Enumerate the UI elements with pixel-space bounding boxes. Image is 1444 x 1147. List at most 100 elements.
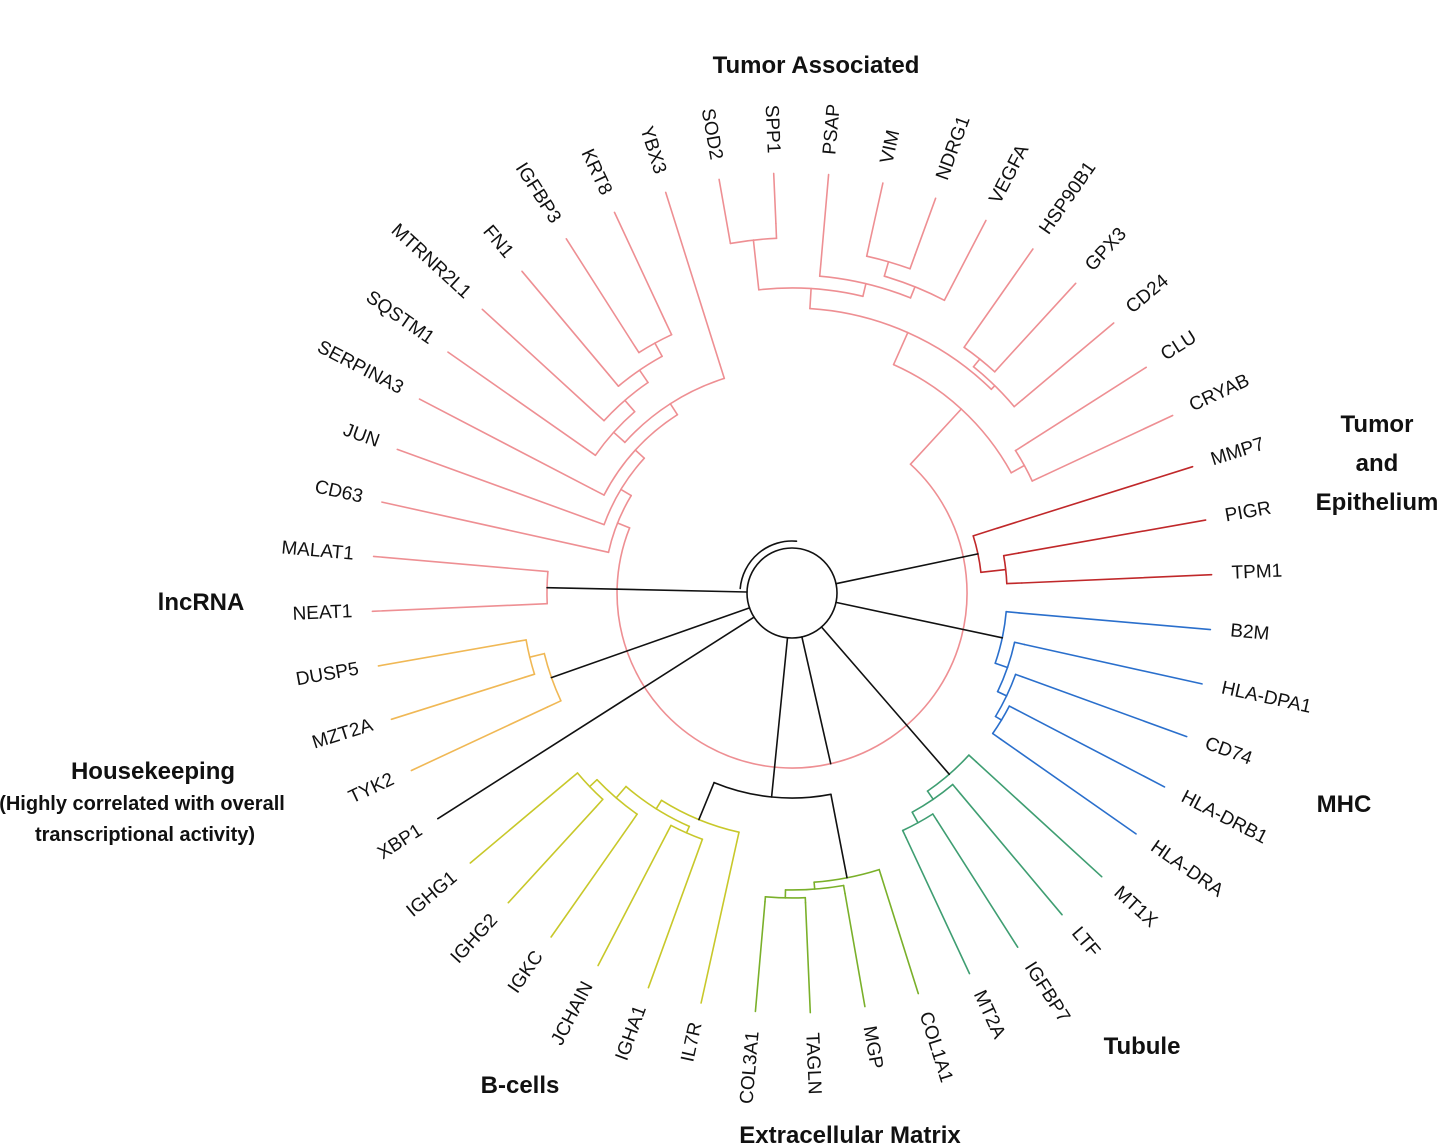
- bc-d-link-1: [685, 825, 691, 834]
- root-link-5: [820, 626, 951, 776]
- gene-label-ighg2: IGHG2: [447, 910, 502, 968]
- ecm-c-link-0: [813, 881, 816, 890]
- group-label-extracellular-matrix: Extracellular Matrix: [739, 1122, 961, 1147]
- gene-label-ltf: LTF: [1067, 923, 1104, 961]
- branch-mzt2a: [390, 676, 526, 721]
- ta-g-link-0: [972, 358, 981, 368]
- branch-serpina3: [418, 398, 594, 490]
- group-label-housekeeping: Housekeeping: [71, 758, 235, 785]
- group-label-tumor: Tumor: [1341, 411, 1414, 438]
- tl-a-link-0: [630, 339, 640, 354]
- gene-label-col1a1: COL1A1: [915, 1009, 957, 1085]
- ta-b-link-1: [909, 253, 916, 270]
- tumor-all-link-0: [616, 522, 631, 529]
- group-label-epithelium: Epithelium: [1316, 489, 1439, 516]
- bc-ecm-link-0: [698, 781, 715, 821]
- group-label-tubule: Tubule: [1104, 1033, 1181, 1060]
- mh-c-link-1: [996, 690, 1008, 697]
- branch-malat1: [372, 555, 549, 573]
- tb-b-link-0: [911, 811, 919, 824]
- branch-psap: [820, 173, 830, 266]
- branch-vegfa: [950, 219, 987, 288]
- hk-a-link-0: [515, 639, 527, 643]
- mh-d-link-0: [1005, 610, 1020, 614]
- root-link-1: [546, 586, 748, 593]
- bc-e-link-0: [655, 799, 663, 810]
- bc-b-link-0: [588, 778, 598, 788]
- ta-c-link-1: [943, 286, 953, 302]
- gene-label-hla-drb1: HLA-DRB1: [1178, 786, 1271, 848]
- group-label-and: and: [1356, 450, 1399, 477]
- branch-fn1: [521, 270, 610, 376]
- branch-ighg1: [469, 778, 571, 864]
- te-a-link-1: [1006, 582, 1023, 585]
- tb-c-link-0: [926, 790, 934, 801]
- branch-hla-drb1: [1017, 709, 1166, 788]
- gene-label-malat1: MALAT1: [281, 537, 355, 564]
- te-b-link-0: [972, 527, 998, 537]
- ecm-b-link-1: [842, 884, 846, 895]
- branch-col3a1: [754, 901, 766, 1013]
- bc-b-link-1: [630, 813, 638, 824]
- gene-label-psap: PSAP: [819, 103, 844, 155]
- root-link-2: [550, 607, 751, 679]
- gene-label-krt8: KRT8: [577, 146, 616, 199]
- bc-a-link-1: [595, 798, 604, 808]
- branch-jchain: [597, 831, 669, 967]
- branch-mmp7: [996, 465, 1194, 530]
- gene-label-mmp7: MMP7: [1208, 434, 1267, 471]
- branch-hla-dra: [1000, 738, 1137, 835]
- gene-label-mgp: MGP: [859, 1024, 887, 1070]
- branch-sod2: [718, 178, 729, 230]
- branch-ltf: [959, 792, 1063, 916]
- group-label-b-cells: B-cells: [481, 1072, 560, 1099]
- bc-ecm-link-1: [830, 793, 848, 879]
- branch-pigr: [1017, 519, 1207, 554]
- branch-cryab: [1045, 414, 1174, 476]
- gene-label-hla-dra: HLA-DRA: [1147, 836, 1228, 901]
- gene-label-igkc: IGKC: [504, 947, 548, 997]
- bc-c-link-0: [698, 838, 704, 848]
- tl-f-link-0: [591, 488, 605, 496]
- ecm-c-link-1: [878, 868, 883, 878]
- branch-cd74: [1021, 676, 1188, 738]
- tb-b-link-1: [951, 783, 962, 795]
- gene-label-sod2: SOD2: [697, 107, 727, 162]
- gene-label-gpx3: GPX3: [1081, 224, 1131, 276]
- root-link-6: [835, 601, 1004, 639]
- gene-label-igfbp7: IGFBP7: [1020, 958, 1074, 1026]
- ta-j-link-0: [892, 331, 909, 366]
- tb-c-link-1: [968, 754, 978, 763]
- root-ring: [746, 547, 838, 639]
- gene-label-igha1: IGHA1: [612, 1003, 651, 1064]
- te-a-link-0: [1002, 552, 1020, 557]
- gene-labels: SOD2 SPP1 PSAP VIM NDRG1 VEGFA HSP90B1GPX3CD24…: [281, 103, 1314, 1105]
- branch-b2m: [1018, 612, 1212, 631]
- mh-b-link-0: [1014, 673, 1023, 678]
- branch-il7r: [700, 841, 738, 1004]
- branch-vim: [869, 182, 884, 243]
- branch-tpm1: [1021, 573, 1213, 584]
- mh-c-link-0: [1013, 641, 1026, 646]
- branch-neat1: [371, 602, 548, 613]
- gene-label-tyk2: TYK2: [345, 769, 397, 808]
- ta-h-link-1: [990, 384, 996, 391]
- branch-hla-dpa1: [1023, 643, 1203, 685]
- branch-mgp: [844, 892, 866, 1008]
- tl-b-link-0: [608, 373, 620, 387]
- branch-jun: [396, 448, 594, 522]
- ta-f-link-0: [963, 331, 976, 349]
- branch-gpx3: [1006, 282, 1077, 360]
- tb-a-link-1: [932, 813, 938, 822]
- tl-e-link-1: [719, 363, 726, 380]
- gene-label-il7r: IL7R: [677, 1020, 706, 1064]
- tl-c-link-1: [638, 369, 649, 384]
- gene-label-cd74: CD74: [1202, 733, 1255, 769]
- branch-krt8: [613, 211, 666, 322]
- ta-c-link-0: [883, 261, 890, 277]
- root-link-0: [801, 636, 832, 765]
- branch-mt2a: [905, 836, 971, 975]
- branch-cd24: [1021, 322, 1115, 401]
- mh-a-link-1: [991, 732, 1002, 741]
